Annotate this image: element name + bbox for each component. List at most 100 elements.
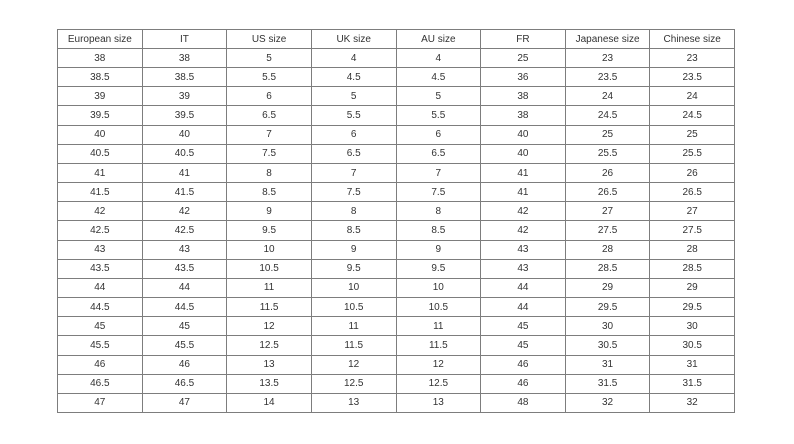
table-cell: 8.5	[395, 220, 482, 241]
table-cell: 44.5	[57, 297, 143, 318]
table-cell: 29.5	[564, 297, 651, 318]
table-cell: 8	[395, 201, 482, 222]
table-row: 40 40 7 6 6 40 25 25	[57, 124, 735, 145]
table-cell: 7.5	[310, 182, 397, 203]
table-cell: 29	[564, 277, 651, 299]
table-row: 38 38 5 4 4 25 23 23	[57, 47, 735, 69]
table-cell: 24.5	[564, 105, 651, 126]
table-cell: 43.5	[57, 258, 143, 279]
table-cell: 43	[57, 239, 143, 260]
table-cell: 23	[649, 47, 735, 69]
table-cell: 31.5	[649, 373, 735, 394]
table-cell: 30.5	[649, 335, 735, 356]
table-cell: 11	[310, 316, 397, 337]
table-cell: 27	[649, 201, 735, 222]
table-cell: 47	[141, 392, 228, 414]
table-cell: 12	[395, 354, 482, 375]
table-cell: 8	[310, 201, 397, 222]
table-cell: 26	[649, 162, 735, 184]
table-cell: 46	[57, 354, 143, 375]
table-cell: 41	[480, 182, 566, 203]
table-cell: 4.5	[395, 67, 482, 88]
table-cell: 10.5	[310, 297, 397, 318]
table-cell: 10.5	[395, 297, 482, 318]
table-cell: 26.5	[649, 182, 735, 203]
table-cell: 14	[226, 392, 312, 414]
table-cell: 25.5	[564, 143, 651, 164]
table-cell: 40	[480, 143, 566, 164]
table-cell: 39	[57, 86, 143, 107]
table-cell: 29.5	[649, 297, 735, 318]
table-cell: 44.5	[141, 297, 228, 318]
table-body: 38 38 5 4 4 25 23 23 38.5 38.5 5.5 4.5 4.5 36 23.5 23.5…	[57, 47, 735, 414]
table-row: 39.5 39.5 6.5 5.5 5.5 38 24.5 24.5	[57, 105, 735, 126]
table-cell: 36	[480, 67, 566, 88]
table-cell: 11.5	[310, 335, 397, 356]
table-cell: 27.5	[564, 220, 651, 241]
table-cell: 42	[480, 201, 566, 222]
table-cell: 40	[480, 124, 566, 145]
table-cell: 13	[310, 392, 397, 414]
table-cell: 25	[480, 47, 566, 69]
table-cell: 44	[141, 277, 228, 299]
table-cell: 23.5	[564, 67, 651, 88]
table-cell: 38.5	[141, 67, 228, 88]
table-cell: 45	[141, 316, 228, 337]
table-cell: 8.5	[310, 220, 397, 241]
table-cell: 41	[480, 162, 566, 184]
table-cell: 6	[226, 86, 312, 107]
table-cell: 25	[564, 124, 651, 145]
table-cell: 13	[226, 354, 312, 375]
table-cell: 9.5	[310, 258, 397, 279]
table-row: 38.5 38.5 5.5 4.5 4.5 36 23.5 23.5	[57, 67, 735, 88]
table-cell: 29	[649, 277, 735, 299]
table-cell: 42	[57, 201, 143, 222]
table-cell: 45	[57, 316, 143, 337]
table-cell: 39	[141, 86, 228, 107]
table-cell: 7.5	[395, 182, 482, 203]
table-row: 47 47 14 13 13 48 32 32	[57, 392, 735, 414]
table-cell: 12	[226, 316, 312, 337]
table-cell: 6	[310, 124, 397, 145]
table-cell: 24	[564, 86, 651, 107]
table-row: 44.5 44.5 11.5 10.5 10.5 44 29.5 29.5	[57, 297, 735, 318]
table-cell: 45.5	[57, 335, 143, 356]
table-cell: 39.5	[141, 105, 228, 126]
column-header: US size	[226, 29, 312, 49]
table-cell: 26.5	[564, 182, 651, 203]
table-cell: 42	[141, 201, 228, 222]
table-cell: 28.5	[564, 258, 651, 279]
table-cell: 41.5	[141, 182, 228, 203]
table-cell: 39.5	[57, 105, 143, 126]
table-cell: 7.5	[226, 143, 312, 164]
table-cell: 11.5	[226, 297, 312, 318]
table-cell: 31	[649, 354, 735, 375]
table-cell: 44	[480, 277, 566, 299]
table-cell: 41.5	[57, 182, 143, 203]
table-cell: 31	[564, 354, 651, 375]
table-row: 42.5 42.5 9.5 8.5 8.5 42 27.5 27.5	[57, 220, 735, 241]
table-cell: 12.5	[226, 335, 312, 356]
column-header: AU size	[395, 29, 482, 49]
table-cell: 44	[57, 277, 143, 299]
table-cell: 46	[480, 354, 566, 375]
table-row: 44 44 11 10 10 44 29 29	[57, 277, 735, 299]
table-cell: 24.5	[649, 105, 735, 126]
table-cell: 48	[480, 392, 566, 414]
table-cell: 6.5	[310, 143, 397, 164]
table-cell: 46.5	[57, 373, 143, 394]
table-row: 39 39 6 5 5 38 24 24	[57, 86, 735, 107]
table-cell: 6	[395, 124, 482, 145]
table-cell: 5.5	[226, 67, 312, 88]
table-cell: 11.5	[395, 335, 482, 356]
table-cell: 10	[310, 277, 397, 299]
table-cell: 40	[57, 124, 143, 145]
table-cell: 28.5	[649, 258, 735, 279]
table-cell: 43	[141, 239, 228, 260]
table-row: 45 45 12 11 11 45 30 30	[57, 316, 735, 337]
table-cell: 28	[564, 239, 651, 260]
table-cell: 41	[57, 162, 143, 184]
table-cell: 30	[564, 316, 651, 337]
table-header-row: European size IT US size UK size AU size FR Ja…	[57, 29, 735, 49]
